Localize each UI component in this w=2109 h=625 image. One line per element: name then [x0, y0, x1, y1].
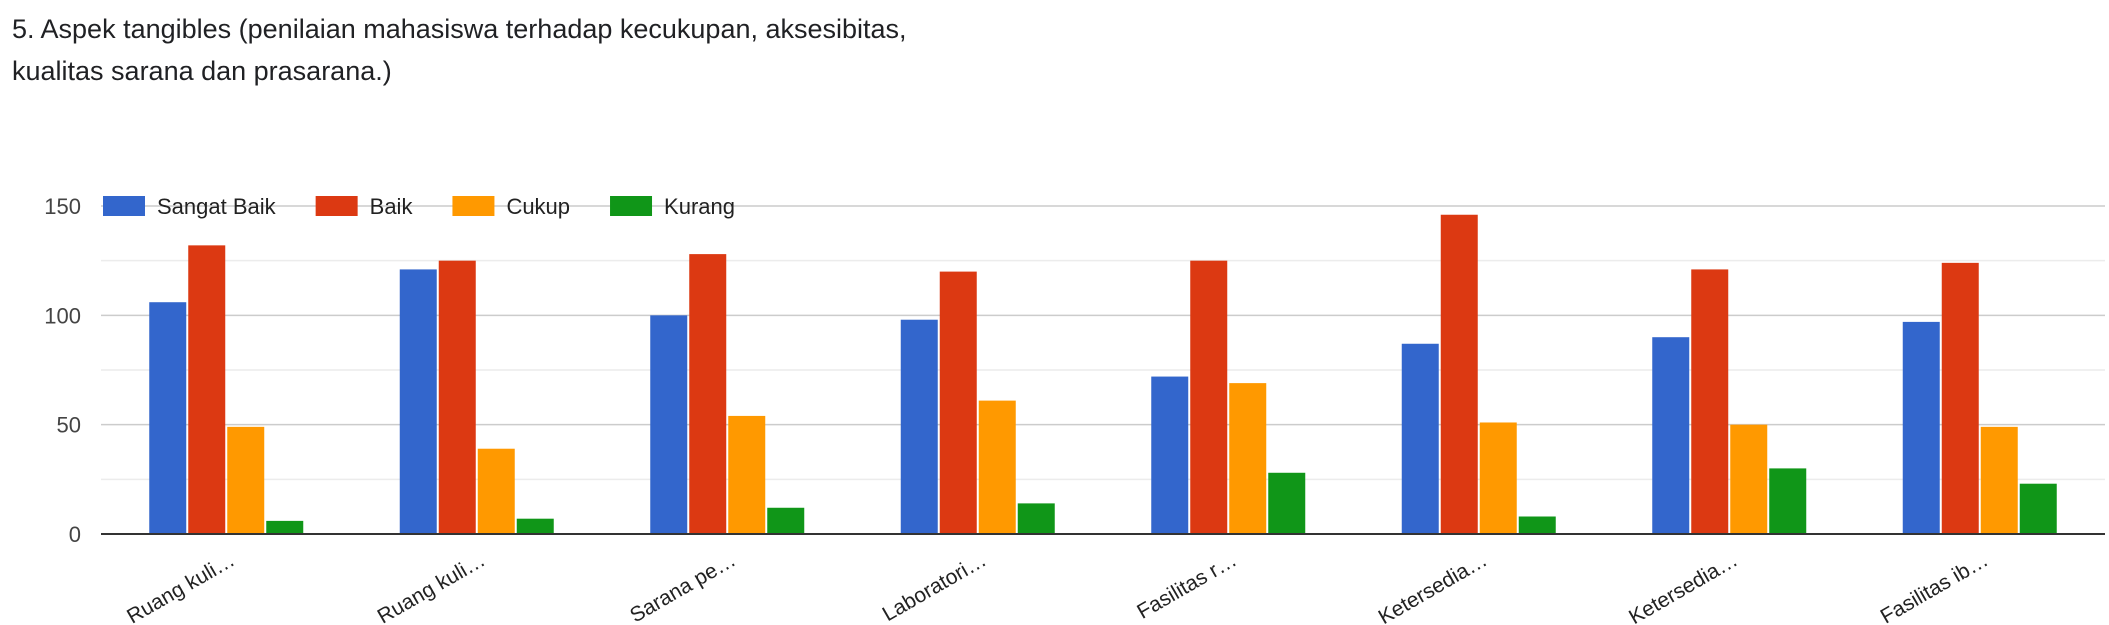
- bar-kurang: [266, 520, 304, 534]
- bar-cukup: [728, 415, 766, 534]
- bar-baik: [1190, 260, 1228, 534]
- bar-cukup: [1730, 424, 1768, 534]
- bar-baik: [939, 271, 977, 534]
- bar-baik: [689, 254, 727, 534]
- bar-kurang: [516, 518, 554, 534]
- bar-cukup: [978, 400, 1016, 534]
- legend-swatch: [103, 196, 145, 216]
- bar-sangat-baik: [650, 315, 688, 534]
- bar-baik: [438, 260, 476, 534]
- y-tick-label: 0: [69, 522, 81, 547]
- bar-sangat-baik: [900, 319, 938, 534]
- x-tick-label: Fasilitas r…: [1133, 548, 1241, 623]
- x-tick-label: Ruang kuli…: [374, 548, 490, 625]
- y-tick-label: 100: [44, 303, 81, 328]
- bar-cukup: [477, 448, 515, 534]
- x-tick-label: Ketersedia…: [1375, 548, 1492, 625]
- legend-swatch: [610, 196, 653, 216]
- legend-label: Sangat Baik: [157, 194, 277, 219]
- legend-label: Kurang: [664, 194, 735, 219]
- bar-baik: [1440, 214, 1478, 534]
- bar-sangat-baik: [1652, 337, 1690, 534]
- legend-label: Cukup: [506, 194, 570, 219]
- x-tick-label: Laboratori…: [879, 548, 991, 625]
- bar-baik: [1941, 262, 1979, 534]
- x-tick-label: Fasilitas ib…: [1877, 548, 1993, 625]
- legend-label: Baik: [370, 194, 414, 219]
- legend-swatch: [452, 196, 495, 216]
- x-tick-label: Sarana pe…: [626, 548, 740, 625]
- bar-kurang: [1017, 503, 1055, 534]
- bar-sangat-baik: [1902, 321, 1940, 534]
- bar-kurang: [1769, 468, 1807, 534]
- x-tick-label: Ketersedia…: [1625, 548, 1742, 625]
- bar-kurang: [1268, 472, 1306, 534]
- legend-swatch: [315, 196, 358, 216]
- bar-baik: [1691, 269, 1729, 534]
- bar-cukup: [227, 426, 265, 534]
- bar-sangat-baik: [1401, 343, 1439, 534]
- bar-sangat-baik: [1151, 376, 1189, 534]
- bar-cukup: [1229, 383, 1267, 534]
- y-tick-label: 50: [57, 413, 81, 438]
- bar-baik: [188, 245, 226, 535]
- bar-sangat-baik: [399, 269, 437, 534]
- x-tick-label: Ruang kuli…: [123, 548, 239, 625]
- bar-cukup: [1479, 422, 1517, 534]
- y-tick-label: 150: [44, 194, 81, 219]
- bar-cukup: [1980, 426, 2018, 534]
- bar-sangat-baik: [149, 302, 187, 534]
- chart-title: 5. Aspek tangibles (penilaian mahasiswa …: [12, 14, 907, 86]
- bar-kurang: [1518, 516, 1556, 534]
- bar-kurang: [767, 507, 805, 534]
- bar-kurang: [2019, 483, 2057, 534]
